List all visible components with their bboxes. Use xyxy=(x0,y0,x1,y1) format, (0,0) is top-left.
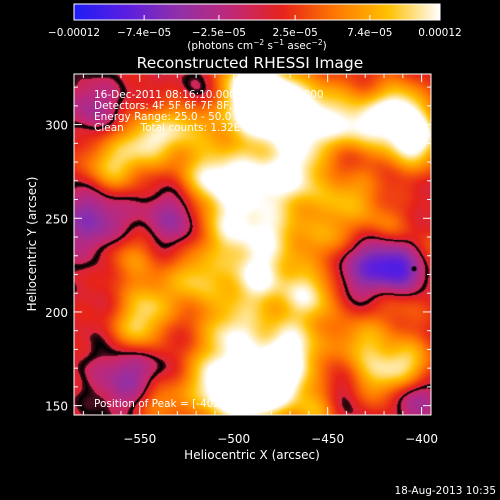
annotation-block: 16-Dec-2011 08:16:10.000 to 08:22:10.000… xyxy=(94,89,324,134)
x-axis: −550 −500 −450 −400 xyxy=(82,74,438,446)
annotation-clean-counts: Clean Total counts: 1.32E+04 xyxy=(94,122,263,134)
annotation-energy-range: Energy Range: 25.0 - 50.0 keV xyxy=(94,111,255,123)
colorbar-unit-label: (photons cm−2 s−1 asec−2) xyxy=(187,38,326,52)
colorbar-strip xyxy=(73,3,441,21)
y-axis: 150 200 250 300 xyxy=(45,86,431,414)
colorbar-ticks: −0.00012 −7.4e−05 −2.5e−05 2.5e−05 7.4e−05 0.… xyxy=(48,15,462,39)
y-tick-label: 250 xyxy=(45,212,68,226)
colorbar-tick-label: 2.5e−05 xyxy=(272,27,317,39)
x-tick-label: −500 xyxy=(217,432,250,446)
x-tick-label: −550 xyxy=(123,432,156,446)
annotation-detectors: Detectors: 4F 5F 6F 7F 8F, Att 0 xyxy=(94,100,261,112)
y-tick-label: 200 xyxy=(45,306,68,320)
colorbar-tick-label: 0.00012 xyxy=(418,27,461,39)
colorbar-tick-label: −2.5e−05 xyxy=(192,27,246,39)
y-axis-label: Heliocentric Y (arcsec) xyxy=(25,177,39,312)
y-tick-label: 300 xyxy=(45,119,68,133)
footer-timestamp: 18-Aug-2013 10:35 xyxy=(394,485,496,497)
plot-area xyxy=(74,74,431,415)
peak-position-label: Position of Peak = [-402,311] xyxy=(94,398,248,410)
heatmap-image xyxy=(74,74,431,415)
annotation-time-range: 16-Dec-2011 08:16:10.000 to 08:22:10.000 xyxy=(94,89,324,101)
x-tick-label: −400 xyxy=(405,432,438,446)
chart-title: Reconstructed RHESSI Image xyxy=(137,54,364,72)
y-tick-label: 150 xyxy=(45,400,68,414)
colorbar-tick-label: 7.4e−05 xyxy=(347,27,392,39)
colorbar-tick-label: −7.4e−05 xyxy=(117,27,171,39)
x-tick-label: −450 xyxy=(311,432,344,446)
colorbar-tick-label: −0.00012 xyxy=(48,27,100,39)
x-axis-label: Heliocentric X (arcsec) xyxy=(184,448,320,462)
colorbar: −0.00012 −7.4e−05 −2.5e−05 2.5e−05 7.4e−05 0.… xyxy=(48,3,462,52)
